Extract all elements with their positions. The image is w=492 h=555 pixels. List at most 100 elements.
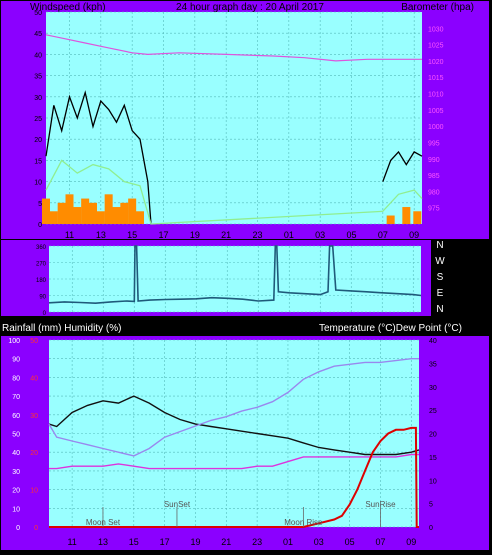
time-tick-label: 15 [127,230,137,240]
time-tick-label: 21 [221,230,231,240]
rain-tick-label: 50 [30,338,38,345]
rain-tick-label: 10 [30,488,38,495]
rain-tick-label: 20 [30,450,38,457]
humidity-tick-label: 30 [12,469,20,476]
temperature-series-line [48,395,420,456]
baro-tick-label: 1005 [428,108,444,115]
wind-low-bar [128,198,137,224]
wind-tick-label: 50 [34,10,42,17]
wind-low-bar [120,202,129,224]
direction-letter: N [436,240,443,251]
time-tick-label: 07 [375,537,385,547]
wind-tick-label: 20 [34,137,42,144]
time-tick-label: 07 [378,230,388,240]
humidity-tick-label: 10 [12,506,20,513]
baro-tick-label: 990 [428,157,440,164]
event-marker-label: SunRise [365,500,396,509]
temp-tick-label: 15 [429,455,437,462]
direction-letter: N [436,304,443,315]
time-tick-label: 15 [129,537,139,547]
wind-tick-label: 10 [34,180,42,187]
wind-low-bar [81,198,90,224]
humidity-tick-label: 70 [12,394,20,401]
wind_avg-series-line [45,159,423,225]
time-tick-label: 03 [314,537,324,547]
time-tick-label: 19 [190,230,200,240]
humidity-series-line [48,358,419,457]
wind-low-bar [42,198,50,224]
humidity-tick-label: 40 [12,450,20,457]
wind-low-bar [402,207,411,224]
baro-tick-label: 1000 [428,124,444,131]
wind-tick-label: 0 [38,222,42,229]
direction-tick-label: 180 [36,278,47,284]
wind-tick-label: 40 [34,52,42,59]
time-tick-label: 09 [409,230,419,240]
wind-low-bar [136,211,144,224]
time-tick-label: 11 [67,537,76,547]
wind-tick-label: 45 [34,31,42,38]
time-tick-label: 11 [65,230,74,240]
baro-series-line [45,34,422,62]
wind-low-bar [89,202,97,224]
baro-tick-label: 1015 [428,75,444,82]
rain-tick-label: 30 [30,413,38,420]
wind-tick-label: 5 [38,201,42,208]
event-marker-label: Moon Rise [284,518,323,527]
wind-low-bar [49,211,58,224]
time-tick-label: 13 [96,230,106,240]
time-tick-label: 09 [406,537,416,547]
wind-low-bar [386,215,395,224]
humidity-tick-label: 80 [12,375,20,382]
time-tick-label: 05 [345,537,355,547]
rain-series-line [49,426,419,528]
rain-humidity-axis-label: Rainfall (mm) Humidity (%) [2,323,121,334]
temp-tick-label: 35 [429,361,437,368]
time-tick-label: 21 [221,537,231,547]
temp-tick-label: 30 [429,385,437,392]
baro-tick-label: 1020 [428,59,444,66]
humidity-tick-label: 0 [16,525,20,532]
direction-letter: E [437,288,444,299]
wind-low-bar [57,202,66,224]
humidity-tick-label: 60 [12,413,20,420]
rain-tick-label: 40 [30,375,38,382]
event-marker-label: Moon Set [86,518,121,527]
wind-tick-label: 25 [34,116,42,123]
wind-series-line [45,90,152,225]
direction-tick-label: 360 [36,245,47,251]
wind-low-bar [96,211,105,224]
baro-tick-label: 1030 [428,26,444,33]
baro-tick-label: 980 [428,189,440,196]
time-tick-label: 17 [158,230,168,240]
humidity-tick-label: 50 [12,432,20,439]
rain-tick-label: 0 [34,525,38,532]
direction-tick-label: 90 [39,295,46,301]
time-tick-label: 01 [284,230,294,240]
barometer-axis-label: Barometer (hpa) [401,2,474,13]
time-tick-label: 23 [252,537,262,547]
wind-low-bar [112,207,121,224]
time-tick-label: 17 [160,537,170,547]
temp-tick-label: 5 [429,502,433,509]
graph-title: 24 hour graph day : 20 April 2017 [176,2,324,13]
wind-low-bar [65,194,74,224]
direction-letter: S [437,272,444,283]
wind-low-bar [413,211,422,224]
time-tick-label: 03 [315,230,325,240]
temp-tick-label: 10 [429,478,437,485]
direction-tick-label: 270 [36,262,47,268]
wind-low-bar [73,207,82,224]
humidity-tick-label: 20 [12,488,20,495]
humidity-tick-label: 90 [12,357,20,364]
time-tick-label: 01 [283,537,293,547]
baro-tick-label: 975 [428,206,440,213]
temp-tick-label: 40 [429,338,437,345]
direction-tick-label: 0 [43,311,47,317]
temp-dewpoint-axis-label: Temperature (°C)Dew Point (°C) [319,323,462,334]
time-tick-label: 13 [98,537,108,547]
direction-letter: W [435,256,445,267]
direction-series-line [48,245,422,305]
dewpoint-series-line [49,453,419,470]
